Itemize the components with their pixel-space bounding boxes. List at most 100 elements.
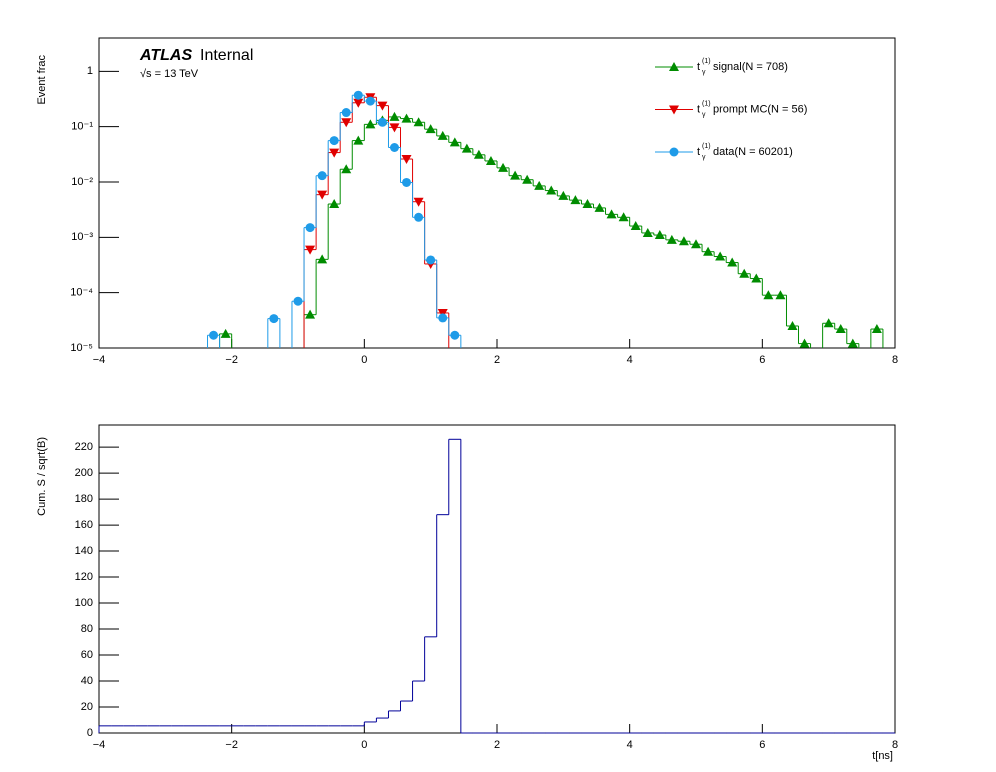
marker (654, 230, 665, 240)
y-tick-label: 140 (75, 545, 93, 557)
experiment-label: ATLAS (139, 47, 192, 64)
marker (220, 328, 231, 338)
y-axis-title: Cum. S / sqrt(B) (36, 437, 48, 516)
marker (727, 257, 738, 267)
marker (582, 199, 593, 209)
marker (365, 119, 376, 129)
x-tick-label: 8 (892, 354, 898, 366)
marker (669, 147, 679, 157)
marker (305, 223, 315, 233)
marker (209, 330, 219, 340)
x-tick-label: 0 (361, 354, 367, 366)
y-tick-label: 1 (87, 65, 93, 77)
legend-label: prompt MC(N = 56) (713, 103, 807, 115)
marker (317, 190, 328, 200)
marker (594, 202, 605, 212)
legend-subscript: γ (702, 69, 706, 76)
marker (546, 185, 557, 195)
marker (329, 148, 340, 158)
marker (763, 290, 774, 300)
y-tick-label: 60 (81, 649, 93, 661)
legend-symbol: t (697, 103, 700, 115)
marker (389, 111, 400, 121)
marker (461, 143, 472, 153)
legend-label: data(N = 60201) (713, 146, 793, 158)
y-axis-title: Event frac (36, 55, 48, 105)
x-tick-label: 4 (627, 739, 633, 751)
marker (438, 313, 448, 323)
marker (510, 170, 521, 180)
y-tick-label: 80 (81, 623, 93, 635)
x-tick-label: 2 (494, 354, 500, 366)
marker (365, 96, 375, 106)
marker (473, 149, 484, 159)
marker (751, 273, 762, 283)
marker (413, 197, 424, 207)
y-tick-label: 0 (87, 727, 93, 739)
y-tick-label: 100 (75, 597, 93, 609)
x-tick-label: −2 (225, 739, 238, 751)
marker (341, 164, 352, 174)
legend-superscript: (1) (702, 58, 711, 65)
marker (498, 162, 509, 172)
marker (606, 209, 617, 219)
marker (305, 245, 316, 255)
marker (618, 212, 629, 222)
marker (835, 324, 846, 334)
marker (353, 90, 363, 100)
marker (413, 117, 424, 127)
marker (317, 254, 328, 264)
y-tick-label: 10⁻² (71, 176, 93, 188)
x-tick-label: −4 (93, 354, 106, 366)
x-tick-label: 6 (759, 354, 765, 366)
x-tick-label: −2 (225, 354, 238, 366)
marker (353, 98, 364, 108)
y-tick-label: 220 (75, 441, 93, 453)
x-tick-label: 6 (759, 739, 765, 751)
marker (799, 338, 810, 348)
y-tick-label: 180 (75, 493, 93, 505)
marker (669, 62, 679, 71)
marker (389, 123, 400, 133)
x-tick-label: −4 (93, 739, 106, 751)
marker (715, 251, 726, 261)
marker (739, 268, 750, 278)
marker (642, 227, 653, 237)
x-tick-label: 4 (627, 354, 633, 366)
legend-subscript: γ (702, 154, 706, 161)
marker (353, 135, 364, 145)
marker (847, 338, 858, 348)
marker (377, 101, 388, 111)
marker (414, 212, 424, 222)
x-axis-title: t[ns] (872, 750, 893, 762)
marker (871, 324, 882, 334)
marker (401, 155, 412, 165)
marker (329, 136, 339, 146)
legend-label: signal(N = 708) (713, 61, 788, 73)
x-tick-label: 8 (892, 739, 898, 751)
y-tick-label: 200 (75, 467, 93, 479)
marker (402, 177, 412, 187)
marker (691, 239, 701, 249)
status-label: Internal (200, 47, 253, 64)
marker (522, 174, 533, 184)
marker (666, 234, 677, 244)
y-tick-label: 20 (81, 701, 93, 713)
y-tick-label: 10⁻¹ (71, 121, 93, 133)
marker (449, 137, 460, 147)
marker (823, 318, 834, 328)
marker (389, 143, 399, 153)
marker (558, 190, 569, 200)
legend-symbol: t (697, 146, 700, 158)
legend-subscript: γ (702, 111, 706, 118)
marker (401, 113, 412, 123)
legend-superscript: (1) (702, 100, 711, 107)
marker (329, 199, 340, 209)
legend-superscript: (1) (702, 143, 711, 150)
marker (703, 246, 714, 256)
y-tick-label: 160 (75, 519, 93, 531)
marker (678, 236, 689, 246)
marker (669, 105, 679, 115)
y-tick-label: 10⁻⁵ (70, 342, 93, 354)
